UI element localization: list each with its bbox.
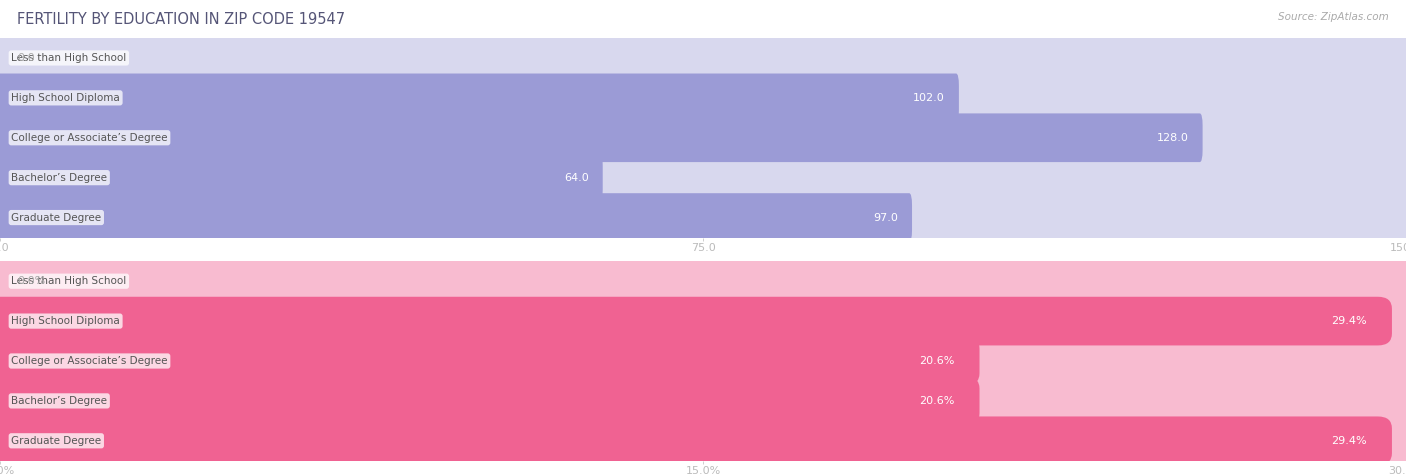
FancyBboxPatch shape — [0, 337, 980, 385]
Bar — [0, 381, 1406, 421]
Text: Source: ZipAtlas.com: Source: ZipAtlas.com — [1278, 12, 1389, 22]
Bar — [0, 38, 1406, 78]
FancyBboxPatch shape — [0, 193, 912, 242]
FancyBboxPatch shape — [0, 114, 1202, 162]
Text: 20.6%: 20.6% — [920, 356, 955, 366]
Text: Graduate Degree: Graduate Degree — [11, 436, 101, 446]
Text: High School Diploma: High School Diploma — [11, 93, 120, 103]
FancyBboxPatch shape — [0, 297, 1392, 345]
Text: 102.0: 102.0 — [912, 93, 945, 103]
Bar — [0, 198, 1406, 238]
Text: 29.4%: 29.4% — [1331, 316, 1367, 326]
Text: 97.0: 97.0 — [873, 212, 898, 223]
FancyBboxPatch shape — [0, 257, 1406, 305]
FancyBboxPatch shape — [0, 153, 603, 202]
Text: College or Associate’s Degree: College or Associate’s Degree — [11, 356, 167, 366]
FancyBboxPatch shape — [0, 377, 980, 425]
FancyBboxPatch shape — [0, 297, 1406, 345]
FancyBboxPatch shape — [0, 417, 1406, 465]
Bar — [0, 341, 1406, 381]
Text: Bachelor’s Degree: Bachelor’s Degree — [11, 396, 107, 406]
Text: 128.0: 128.0 — [1157, 133, 1188, 143]
Text: 29.4%: 29.4% — [1331, 436, 1367, 446]
Text: High School Diploma: High School Diploma — [11, 316, 120, 326]
FancyBboxPatch shape — [0, 417, 1392, 465]
Text: 20.6%: 20.6% — [920, 396, 955, 406]
Text: Less than High School: Less than High School — [11, 53, 127, 63]
Text: Graduate Degree: Graduate Degree — [11, 212, 101, 223]
Bar — [0, 118, 1406, 158]
Text: 0.0: 0.0 — [17, 53, 35, 63]
Text: Bachelor’s Degree: Bachelor’s Degree — [11, 172, 107, 183]
Bar — [0, 158, 1406, 198]
Text: College or Associate’s Degree: College or Associate’s Degree — [11, 133, 167, 143]
Text: 64.0: 64.0 — [564, 172, 589, 183]
Bar — [0, 78, 1406, 118]
FancyBboxPatch shape — [0, 337, 1406, 385]
FancyBboxPatch shape — [0, 193, 1406, 242]
FancyBboxPatch shape — [0, 34, 1406, 82]
FancyBboxPatch shape — [0, 153, 1406, 202]
FancyBboxPatch shape — [0, 74, 959, 122]
Bar — [0, 301, 1406, 341]
Bar — [0, 421, 1406, 461]
FancyBboxPatch shape — [0, 377, 1406, 425]
Text: FERTILITY BY EDUCATION IN ZIP CODE 19547: FERTILITY BY EDUCATION IN ZIP CODE 19547 — [17, 12, 344, 27]
Text: 0.0%: 0.0% — [17, 276, 45, 286]
FancyBboxPatch shape — [0, 114, 1406, 162]
FancyBboxPatch shape — [0, 74, 1406, 122]
Text: Less than High School: Less than High School — [11, 276, 127, 286]
Bar — [0, 261, 1406, 301]
